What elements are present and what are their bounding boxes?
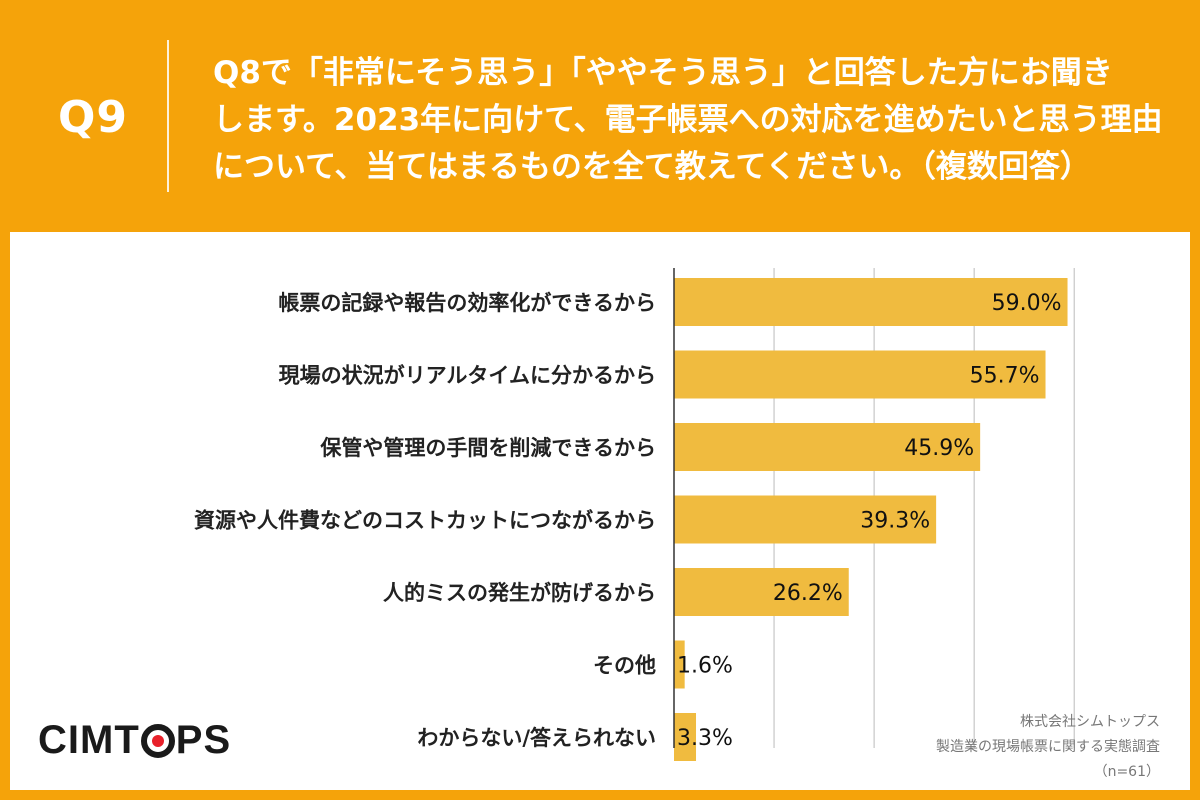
value-label: 45.9%: [904, 436, 974, 461]
category-label: 帳票の記録や報告の効率化ができるから: [278, 291, 656, 315]
bar: [674, 350, 1046, 399]
bar: [674, 423, 981, 471]
header: Q9 Q8で「非常にそう思う」「ややそう思う」と回答した方にお聞き します。20…: [0, 0, 1200, 232]
source-sample: （n=61）: [1093, 764, 1160, 780]
bar: [674, 640, 685, 689]
bar-chart: 帳票の記録や報告の効率化ができるから 59.0% 現場の状況がリアルタイムに分かるか…: [194, 268, 1075, 761]
category-label: わからない/答えられない: [417, 726, 656, 750]
category-label: 保管や管理の手間を削減できるから: [319, 436, 656, 460]
value-label: 39.3%: [860, 509, 930, 534]
value-label: 59.0%: [992, 291, 1062, 316]
value-label: 3.3%: [677, 726, 733, 751]
source-survey: 製造業の現場帳票に関する実態調査: [936, 739, 1160, 755]
bar: [674, 713, 697, 761]
category-label: その他: [593, 654, 656, 678]
source-company: 株式会社シムトップス: [1020, 714, 1160, 730]
value-label: 1.6%: [677, 654, 733, 679]
bar: [674, 568, 849, 616]
cimtops-logo: CIMT PS: [38, 718, 231, 763]
question-line-3: について、当てはまるものを全て教えてください。（複数回答）: [213, 149, 1091, 185]
logo-text-left: CIMT: [38, 718, 140, 762]
question-number: Q9: [58, 92, 129, 143]
chart-panel: 帳票の記録や報告の効率化ができるから 59.0% 現場の状況がリアルタイムに分かるか…: [10, 232, 1190, 790]
category-label: 現場の状況がリアルタイムに分かるから: [279, 364, 656, 388]
header-divider: [167, 40, 169, 192]
value-label: 55.7%: [970, 364, 1040, 389]
question-line-2: します。2023年に向けて、電子帳票への対応を進めたいと思う理由: [213, 102, 1163, 138]
bar: [674, 278, 1068, 326]
question-text: Q8で「非常にそう思う」「ややそう思う」と回答した方にお聞き します。2023年…: [213, 50, 1173, 191]
question-line-1: Q8で「非常にそう思う」「ややそう思う」と回答した方にお聞き: [213, 55, 1113, 91]
logo-o-dot-icon: [140, 723, 175, 758]
category-label: 人的ミスの発生が防げるから: [383, 581, 656, 605]
source-note: 株式会社シムトップス 製造業の現場帳票に関する実態調査 （n=61）: [936, 710, 1160, 785]
bar: [674, 495, 937, 544]
logo-text-right: PS: [175, 718, 232, 762]
value-label: 26.2%: [773, 581, 843, 606]
category-label: 資源や人件費などのコストカットにつながるから: [194, 509, 656, 533]
